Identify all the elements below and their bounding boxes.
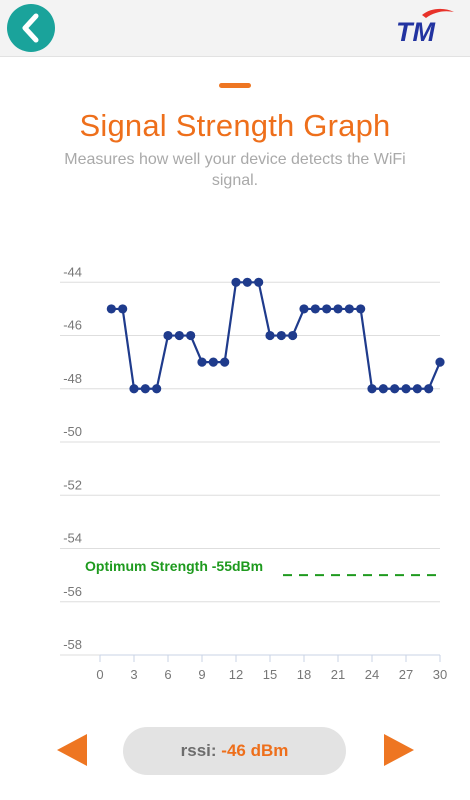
y-tick-label: -52 xyxy=(63,477,82,492)
signal-strength-chart: -44 -46 -48 -50 -52 -54 -56 -58 0 3 6 9 12 15 18 21 24 27… xyxy=(60,264,447,682)
x-tick-label: 12 xyxy=(229,667,243,682)
data-point xyxy=(310,304,320,314)
data-point xyxy=(197,357,207,367)
data-point xyxy=(106,304,116,314)
data-point xyxy=(424,384,434,394)
y-tick-label: -54 xyxy=(63,531,82,546)
arrow-right-icon[interactable] xyxy=(383,733,415,767)
y-tick-label: -48 xyxy=(63,371,82,386)
data-point xyxy=(174,330,184,341)
data-point xyxy=(356,304,366,314)
tm-logo: TM xyxy=(396,8,454,46)
data-point xyxy=(333,304,343,314)
x-tick-label: 15 xyxy=(263,667,277,682)
accent-dash xyxy=(219,83,251,88)
data-point xyxy=(322,304,332,314)
rssi-value: -46 dBm xyxy=(221,741,289,760)
top-bar: TM xyxy=(0,0,470,57)
chevron-left-icon xyxy=(22,13,39,43)
x-tick-label: 27 xyxy=(399,667,413,682)
data-point xyxy=(299,304,309,314)
rssi-display: rssi: -46 dBm xyxy=(123,727,346,775)
data-point xyxy=(220,357,230,367)
data-point xyxy=(231,277,241,287)
x-tick-label: 0 xyxy=(96,667,103,682)
data-point xyxy=(401,384,411,394)
x-tick-label: 18 xyxy=(297,667,311,682)
x-tick-label: 30 xyxy=(433,667,447,682)
data-point xyxy=(390,384,400,394)
data-point xyxy=(288,330,298,341)
data-point xyxy=(129,384,139,394)
y-tick-label: -56 xyxy=(63,584,82,599)
data-point xyxy=(118,304,128,314)
x-tick-label: 3 xyxy=(130,667,137,682)
arrow-left-icon[interactable] xyxy=(56,733,88,767)
data-point xyxy=(344,304,354,314)
x-tick-label: 6 xyxy=(164,667,171,682)
y-tick-label: -46 xyxy=(63,318,82,333)
data-point xyxy=(163,330,173,341)
data-point xyxy=(367,384,377,394)
data-point xyxy=(208,357,218,367)
data-point xyxy=(152,384,162,394)
x-tick-label: 9 xyxy=(198,667,205,682)
data-point xyxy=(276,330,286,341)
data-point xyxy=(254,277,264,287)
y-tick-label: -44 xyxy=(63,264,82,279)
data-point xyxy=(242,277,252,287)
data-point xyxy=(435,357,445,367)
data-point xyxy=(140,384,150,394)
y-tick-label: -58 xyxy=(63,637,82,652)
x-tick-label: 24 xyxy=(365,667,379,682)
y-tick-label: -50 xyxy=(63,424,82,439)
data-point xyxy=(378,384,388,394)
logo-text: TM xyxy=(396,17,435,46)
x-tick-label: 21 xyxy=(331,667,345,682)
data-point xyxy=(265,330,275,341)
logo-swoosh xyxy=(422,8,454,18)
back-button[interactable] xyxy=(7,4,55,52)
page-title: Signal Strength Graph xyxy=(79,108,391,143)
rssi-label: rssi: xyxy=(180,741,217,760)
data-point xyxy=(412,384,422,394)
optimum-strength-label: Optimum Strength -55dBm xyxy=(85,558,263,574)
data-point xyxy=(186,330,196,341)
page-subtitle: Measures how well your device detects th… xyxy=(64,151,406,189)
